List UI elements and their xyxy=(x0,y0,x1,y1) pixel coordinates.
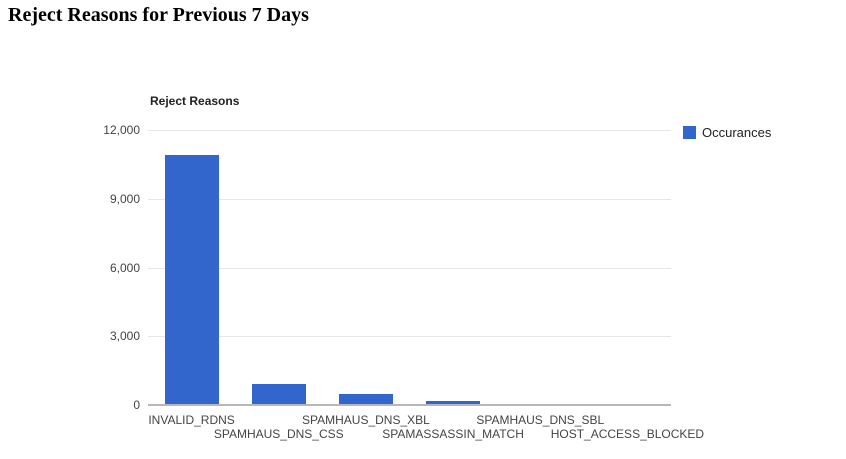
x-axis-label-spamassassin_match: SPAMASSASSIN_MATCH xyxy=(382,427,524,441)
gridline xyxy=(148,130,671,131)
y-axis-tick-label: 3,000 xyxy=(109,329,140,344)
y-axis-tick-label: 12,000 xyxy=(103,123,140,137)
legend-swatch-icon xyxy=(683,126,696,139)
plot-area xyxy=(148,130,671,406)
bar-spamassassin_match[interactable] xyxy=(426,401,481,405)
gridline xyxy=(148,336,671,338)
x-axis-label-invalid_rdns: INVALID_RDNS xyxy=(148,413,235,427)
x-axis-line xyxy=(148,404,671,406)
gridline xyxy=(148,198,671,200)
y-axis-tick-label: 6,000 xyxy=(109,260,140,275)
bar-invalid_rdns[interactable] xyxy=(164,155,219,405)
chart-title: Reject Reasons xyxy=(150,94,240,108)
x-axis-label-spamhaus_dns_sbl: SPAMHAUS_DNS_SBL xyxy=(476,413,605,427)
y-axis-tick-label: 0 xyxy=(133,398,140,412)
x-axis-label-host_access_blocked: HOST_ACCESS_BLOCKED xyxy=(550,427,705,441)
bar-spamhaus_dns_xbl[interactable] xyxy=(338,394,393,405)
gridline xyxy=(148,267,671,269)
legend-label: Occurances xyxy=(702,125,772,140)
bar-spamhaus_dns_css[interactable] xyxy=(251,384,306,405)
page-title: Reject Reasons for Previous 7 Days xyxy=(8,4,309,26)
x-axis-label-spamhaus_dns_xbl: SPAMHAUS_DNS_XBL xyxy=(301,413,430,427)
x-axis-label-spamhaus_dns_css: SPAMHAUS_DNS_CSS xyxy=(213,427,344,441)
y-axis-tick-label: 9,000 xyxy=(109,191,140,206)
legend: Occurances xyxy=(683,125,771,140)
